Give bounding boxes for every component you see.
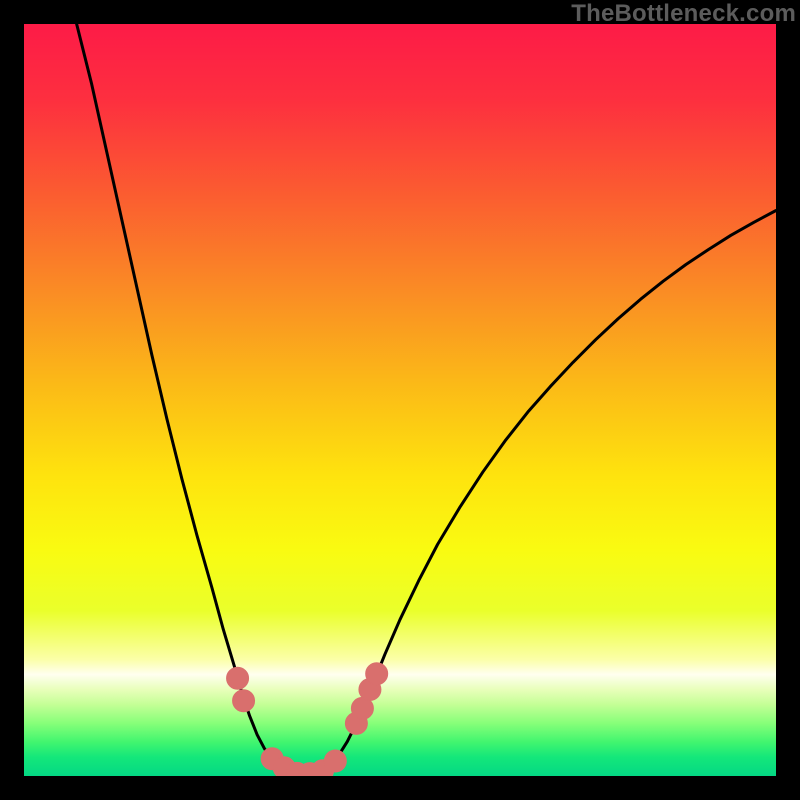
- plot-svg: [24, 24, 776, 776]
- curve-marker: [324, 750, 346, 772]
- curve-marker: [227, 667, 249, 689]
- curve-marker: [366, 663, 388, 685]
- curve-marker: [233, 690, 255, 712]
- gradient-background: [24, 24, 776, 776]
- chart-stage: TheBottleneck.com: [0, 0, 800, 800]
- plot-area: [24, 24, 776, 776]
